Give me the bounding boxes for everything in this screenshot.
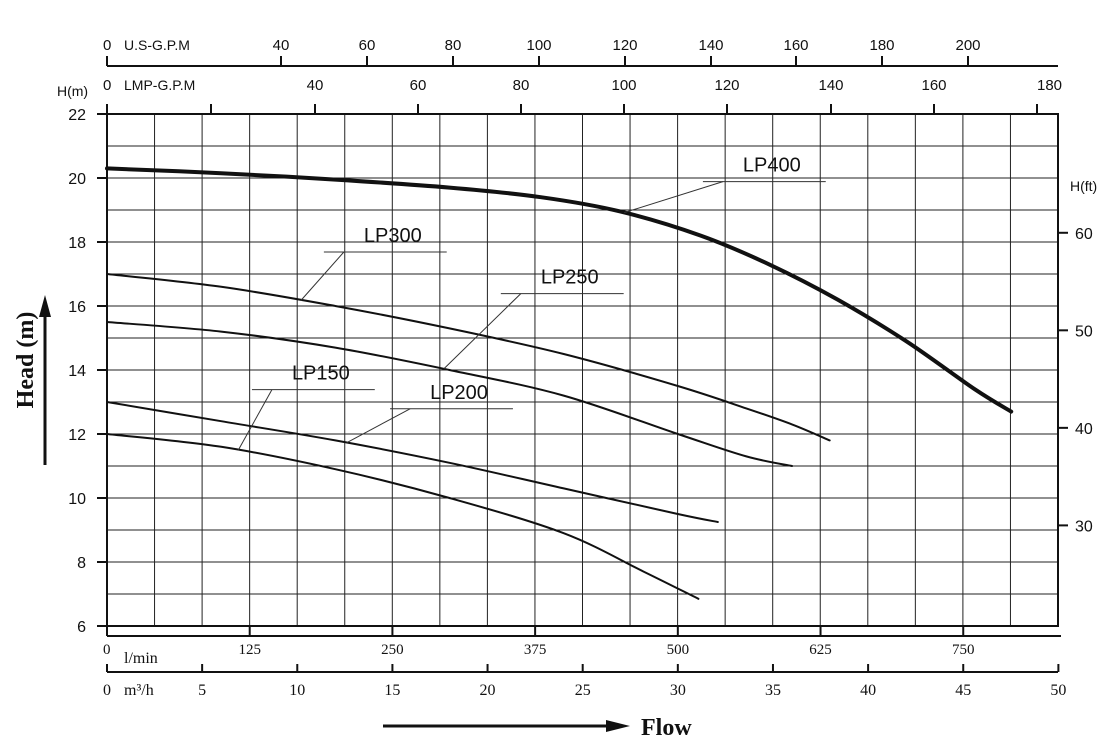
label-lp250: LP250	[541, 267, 599, 289]
top-axis-impgpm-tick-label: 60	[410, 77, 427, 94]
top-axis-impgpm-tick-label: 160	[921, 77, 946, 94]
x-m3h-tick-label: 30	[670, 682, 686, 699]
top-axis-usgpm-tick-label: 180	[869, 37, 894, 54]
x-m3h-tick-label: 50	[1050, 682, 1066, 699]
x-axis-arrow-head	[606, 720, 630, 732]
x-lmin-tick-label: 125	[238, 642, 261, 658]
label-leader-line	[237, 389, 273, 451]
curve-labels: LP400 LP300 LP250 LP200 LP150	[237, 155, 826, 451]
y-tick-label: 14	[68, 363, 86, 380]
top-axis-usgpm-tick-label: 100	[526, 37, 551, 54]
label-leader-line	[346, 408, 411, 444]
y-tick-label: 8	[77, 555, 86, 572]
x-m3h-tick-label: 40	[860, 682, 876, 699]
y-tick-label: 18	[68, 235, 86, 252]
y-axis-arrow-head	[39, 295, 51, 317]
y-right-tick-label: 50	[1075, 323, 1093, 340]
y-tick-label: 20	[68, 171, 86, 188]
x-lmin-tick-label: 0	[103, 642, 111, 658]
label-leader-line	[443, 293, 522, 370]
top-axis-usgpm-tick-label: 80	[445, 37, 462, 54]
x-lmin-unit-label: l/min	[124, 650, 158, 667]
x-m3h-tick-label: 5	[198, 682, 206, 699]
y-right-tick-label: 40	[1075, 421, 1093, 438]
y-right-unit-label: H(ft)	[1070, 178, 1097, 194]
curve-lp300	[106, 273, 831, 442]
curve-lp200	[106, 401, 719, 523]
top-axis-usgpm-unit: U.S-G.P.M	[124, 37, 190, 53]
top-axis-usgpm-tick-label: 60	[359, 37, 376, 54]
x-m3h-tick-label: 20	[480, 682, 496, 699]
x-m3h-tick-label: 10	[289, 682, 305, 699]
x-m3h-tick-label: 15	[384, 682, 400, 699]
x-lmin-tick-label: 500	[667, 642, 690, 658]
performance-curves	[105, 166, 1014, 600]
y-axis-title: Head (m)	[13, 312, 39, 409]
curve-lp150	[106, 433, 700, 600]
top-axis-usgpm-tick-label: 140	[698, 37, 723, 54]
y-left-unit-label: H(m)	[57, 83, 88, 99]
x-lmin-tick-label: 625	[809, 642, 832, 658]
y-right-tick-label: 30	[1075, 518, 1093, 535]
x-m3h-tick-label: 35	[765, 682, 781, 699]
top-axis-impgpm-tick-label: 120	[714, 77, 739, 94]
curve-lp250	[106, 321, 793, 467]
y-tick-label: 22	[68, 107, 86, 124]
x-m3h-tick-label: 0	[103, 682, 111, 699]
top-axis-impgpm-tick-label: 0	[103, 77, 111, 94]
top-axis-impgpm-tick-label: 100	[611, 77, 636, 94]
top-axis-usgpm-tick-label: 40	[273, 37, 290, 54]
label-leader-line	[624, 181, 724, 214]
x-lmin-tick-label: 375	[524, 642, 547, 658]
label-lp400: LP400	[743, 155, 801, 177]
top-axis-impgpm-tick-label: 80	[513, 77, 530, 94]
x-axis-title: Flow	[641, 715, 692, 741]
label-lp150: LP150	[292, 363, 350, 385]
label-lp200: LP200	[430, 382, 488, 404]
top-axis-impgpm-tick-label: 140	[818, 77, 843, 94]
top-axis-impgpm-tick-label: 40	[307, 77, 324, 94]
x-m3h-tick-label: 45	[955, 682, 971, 699]
x-lmin-tick-label: 250	[381, 642, 404, 658]
top-axis-usgpm-tick-label: 0	[103, 37, 111, 54]
plot-grid	[107, 114, 1058, 626]
y-tick-label: 16	[68, 299, 86, 316]
x-m3h-tick-label: 25	[575, 682, 591, 699]
label-leader-line	[300, 251, 345, 301]
x-lmin-tick-label: 750	[952, 642, 975, 658]
x-m3h-unit-label: m³/h	[124, 682, 154, 699]
top-axis-usgpm-tick-label: 200	[955, 37, 980, 54]
y-tick-label: 12	[68, 427, 86, 444]
top-axis-impgpm-unit: LMP-G.P.M	[124, 77, 195, 93]
curve-lp400	[105, 166, 1014, 414]
label-lp300: LP300	[364, 225, 422, 247]
y-right-tick-label: 60	[1075, 226, 1093, 243]
y-tick-label: 6	[77, 619, 86, 636]
top-axis-usgpm-tick-label: 160	[783, 37, 808, 54]
top-axis-usgpm-tick-label: 120	[612, 37, 637, 54]
y-tick-label: 10	[68, 491, 86, 508]
top-axis-impgpm-tick-label: 180	[1037, 77, 1062, 94]
